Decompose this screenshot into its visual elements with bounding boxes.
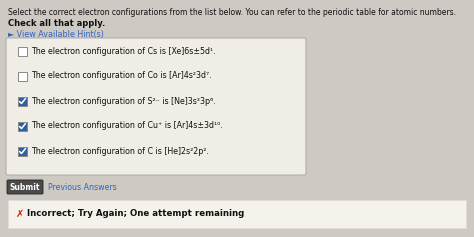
Bar — [18, 146, 27, 155]
Text: The electron configuration of Cu⁺ is [Ar]4s±3d¹⁰.: The electron configuration of Cu⁺ is [Ar… — [31, 122, 223, 131]
Text: Submit: Submit — [10, 182, 40, 191]
Text: Incorrect; Try Again; One attempt remaining: Incorrect; Try Again; One attempt remain… — [27, 210, 244, 219]
Text: The electron configuration of Cs is [Xe]6s±5d¹.: The electron configuration of Cs is [Xe]… — [31, 46, 216, 55]
Text: Previous Answers: Previous Answers — [48, 182, 117, 191]
Text: The electron configuration of Co is [Ar]4s²3d⁷.: The electron configuration of Co is [Ar]… — [31, 72, 211, 81]
Text: ► View Available Hint(s): ► View Available Hint(s) — [8, 30, 104, 39]
Text: Check all that apply.: Check all that apply. — [8, 19, 105, 28]
Bar — [18, 46, 27, 55]
FancyBboxPatch shape — [6, 38, 306, 175]
Text: Select the correct electron configurations from the list below. You can refer to: Select the correct electron configuratio… — [8, 8, 456, 17]
Text: The electron configuration of C is [He]2s²2p².: The electron configuration of C is [He]2… — [31, 146, 209, 155]
Bar — [18, 96, 27, 105]
Text: ✗: ✗ — [16, 209, 24, 219]
Bar — [18, 122, 27, 131]
Text: The electron configuration of S²⁻ is [Ne]3s²3p⁶.: The electron configuration of S²⁻ is [Ne… — [31, 96, 216, 105]
Bar — [18, 72, 27, 81]
FancyBboxPatch shape — [8, 200, 466, 228]
FancyBboxPatch shape — [7, 180, 43, 194]
